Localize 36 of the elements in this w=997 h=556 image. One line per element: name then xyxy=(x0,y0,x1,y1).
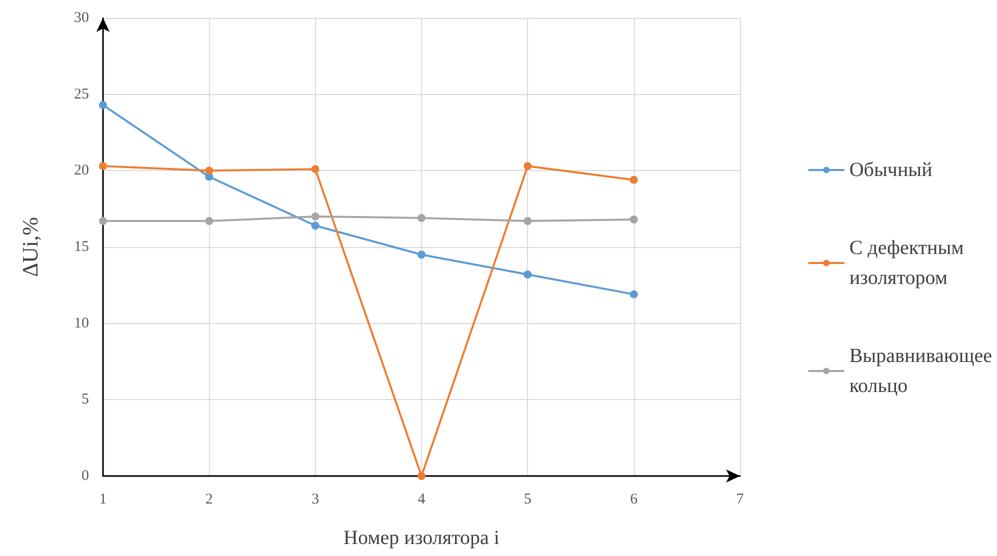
y-tick-label: 30 xyxy=(74,10,89,26)
point xyxy=(99,217,107,226)
point xyxy=(418,214,426,222)
point xyxy=(205,166,214,175)
point xyxy=(99,162,107,170)
point xyxy=(311,222,320,230)
point xyxy=(418,472,426,480)
point xyxy=(630,216,638,224)
y-tick-label: 0 xyxy=(82,468,89,484)
y-tick-label: 20 xyxy=(74,162,89,179)
y-tick-label: 10 xyxy=(74,315,89,332)
y-axis-title: ΔUi,% xyxy=(18,217,42,277)
x-tick-label: 5 xyxy=(524,492,532,508)
legend-label: С дефектным изолятором xyxy=(849,237,964,289)
point xyxy=(311,165,320,174)
x-tick-label: 6 xyxy=(630,492,638,508)
point xyxy=(524,217,532,226)
point xyxy=(630,176,638,184)
point xyxy=(524,162,532,170)
legend-label: Обычный xyxy=(849,159,933,181)
y-tick-label: 5 xyxy=(82,392,89,408)
y-tick-label: 15 xyxy=(74,239,89,255)
point xyxy=(524,270,532,278)
x-tick-label: 4 xyxy=(418,492,426,508)
y-tick-label: 25 xyxy=(74,86,89,102)
point xyxy=(630,290,638,298)
x-tick-label: 3 xyxy=(312,492,320,508)
point xyxy=(99,101,107,110)
x-axis-title: Номер изолятора i xyxy=(344,527,500,549)
x-tick-label: 1 xyxy=(99,492,107,508)
x-tick-label: 7 xyxy=(736,492,744,508)
point xyxy=(418,250,426,259)
x-tick-label: 2 xyxy=(205,492,213,508)
legend-label: Выравнивающее кольцо xyxy=(849,345,992,397)
point xyxy=(205,217,214,226)
point xyxy=(311,212,320,220)
